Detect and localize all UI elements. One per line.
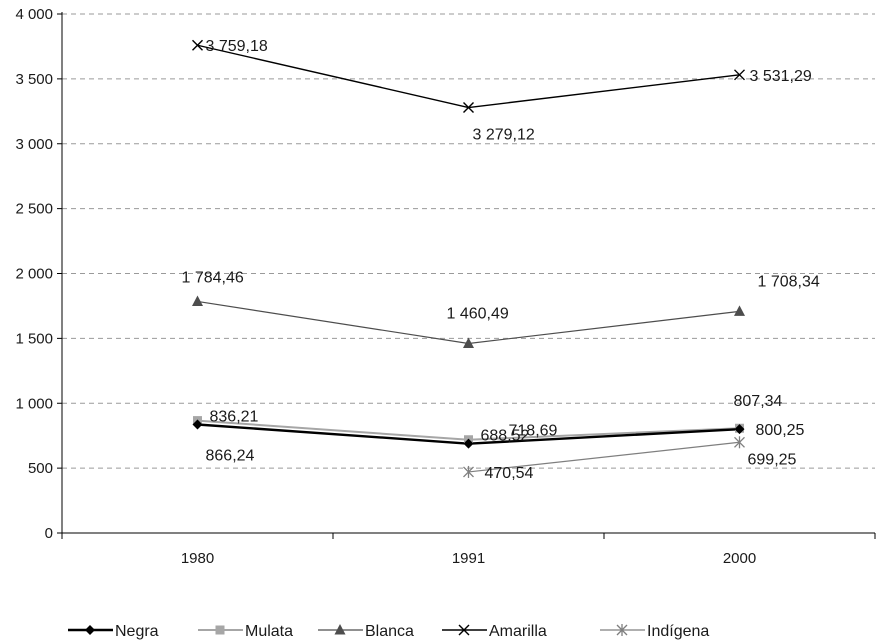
y-tick-label: 0 bbox=[45, 525, 53, 542]
legend-marker bbox=[85, 625, 95, 635]
legend-label: Mulata bbox=[245, 623, 293, 640]
data-point-indígena bbox=[463, 465, 474, 478]
data-label: 836,21 bbox=[210, 409, 259, 426]
data-point-amarilla bbox=[192, 39, 203, 51]
legend-marker bbox=[334, 624, 346, 635]
legend-item-blanca: Blanca bbox=[318, 623, 414, 640]
legend-label: Negra bbox=[115, 623, 159, 640]
data-point-blanca bbox=[463, 337, 474, 349]
data-label: 1 460,49 bbox=[447, 306, 509, 323]
data-label: 470,54 bbox=[485, 465, 534, 482]
data-point-indígena bbox=[734, 436, 745, 449]
data-point-amarilla bbox=[463, 102, 474, 114]
series-markers bbox=[192, 39, 745, 478]
data-point-negra bbox=[463, 438, 474, 449]
y-tick-label: 3 500 bbox=[15, 71, 53, 88]
data-point-negra bbox=[734, 424, 745, 435]
marker-shape bbox=[463, 438, 474, 449]
legend-marker bbox=[215, 625, 225, 635]
legend-label: Amarilla bbox=[489, 623, 547, 640]
data-label: 1 784,46 bbox=[182, 269, 244, 286]
data-label: 807,34 bbox=[734, 393, 783, 410]
data-label: 3 759,18 bbox=[206, 38, 268, 55]
data-label: 1 708,34 bbox=[758, 273, 820, 290]
marker-stroke bbox=[458, 624, 470, 636]
legend-item-mulata: Mulata bbox=[198, 623, 293, 640]
y-tick-label: 2 500 bbox=[15, 201, 53, 218]
marker-shape bbox=[734, 305, 745, 316]
series-line-indígena bbox=[468, 441, 740, 473]
marker-shape bbox=[85, 625, 95, 635]
x-tick-label: 1980 bbox=[181, 550, 214, 567]
data-point-blanca bbox=[734, 305, 745, 316]
data-label: 800,25 bbox=[756, 422, 805, 439]
marker-stroke bbox=[734, 69, 745, 81]
legend: Negra Mulata Blanca Amarilla Indígena bbox=[68, 623, 709, 640]
data-point-blanca bbox=[192, 295, 203, 306]
series-line-amarilla bbox=[197, 44, 740, 109]
data-labels: 470,54 699,25 3 759,18 3 279,12 3 531,29 1 78… bbox=[182, 38, 820, 482]
y-tick-label: 4 000 bbox=[15, 6, 53, 23]
data-label: 3 531,29 bbox=[750, 68, 812, 85]
series-lines bbox=[197, 44, 740, 473]
data-label: 866,24 bbox=[206, 448, 255, 465]
legend-item-indígena: Indígena bbox=[600, 623, 709, 640]
marker-shape bbox=[334, 624, 346, 635]
x-tick-label: 2000 bbox=[723, 550, 756, 567]
marker-shape bbox=[215, 625, 225, 635]
y-tick-label: 1 000 bbox=[15, 395, 53, 412]
y-axis-ticks: 0 500 1 000 1 500 2 000 2 500 3 000 3 500 4 000 bbox=[15, 6, 62, 542]
data-point-negra bbox=[192, 419, 203, 430]
marker-stroke bbox=[192, 39, 203, 51]
marker-stroke bbox=[463, 102, 474, 114]
marker-shape bbox=[734, 424, 745, 435]
data-label: 718,69 bbox=[509, 423, 558, 440]
y-tick-label: 3 000 bbox=[15, 136, 53, 153]
legend-marker bbox=[616, 624, 628, 636]
legend-item-negra: Negra bbox=[68, 623, 159, 640]
data-label: 688,52 bbox=[481, 428, 530, 445]
x-tick-label: 1991 bbox=[452, 550, 485, 567]
x-axis-ticks: 1980 1991 2000 bbox=[61, 533, 876, 567]
y-tick-label: 500 bbox=[28, 460, 53, 477]
y-tick-label: 2 000 bbox=[15, 266, 53, 283]
data-point-amarilla bbox=[734, 69, 745, 81]
legend-label: Indígena bbox=[647, 623, 709, 640]
legend-item-amarilla: Amarilla bbox=[442, 623, 547, 640]
axes bbox=[61, 12, 875, 534]
data-label: 699,25 bbox=[748, 451, 797, 468]
data-label: 3 279,12 bbox=[473, 127, 535, 144]
marker-shape bbox=[463, 337, 474, 349]
y-tick-label: 1 500 bbox=[15, 330, 53, 347]
legend-marker bbox=[458, 624, 470, 636]
legend-label: Blanca bbox=[365, 623, 414, 640]
marker-shape bbox=[192, 295, 203, 306]
marker-shape bbox=[192, 419, 203, 430]
